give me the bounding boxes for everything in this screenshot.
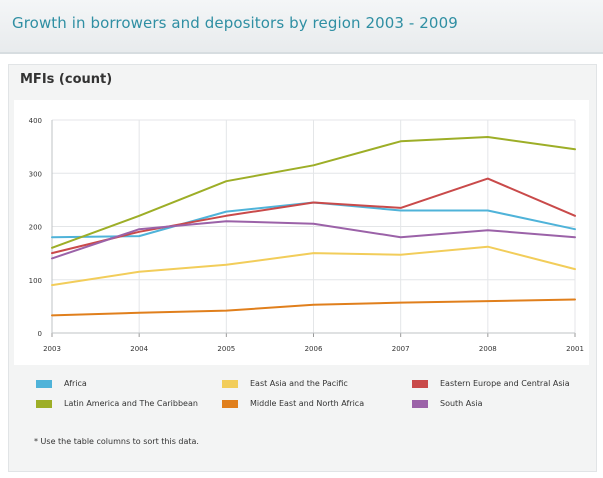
x-tick-label: 2001 xyxy=(566,345,584,353)
legend-swatch xyxy=(222,380,238,388)
x-tick-label: 2005 xyxy=(217,345,235,353)
y-tick-label: 0 xyxy=(38,330,42,338)
legend-label: East Asia and the Pacific xyxy=(250,379,348,388)
y-tick-label: 300 xyxy=(29,170,42,178)
chart-section-title: MFIs (count) xyxy=(20,72,113,87)
legend-swatch xyxy=(36,380,52,388)
header-separator xyxy=(0,54,603,62)
x-tick-label: 2003 xyxy=(43,345,61,353)
chart-background xyxy=(14,100,589,365)
x-tick-label: 2006 xyxy=(305,345,323,353)
series-line-east-asia-and-the-pacific xyxy=(51,245,576,287)
y-tick-label: 100 xyxy=(29,277,42,285)
series-line-latin-america-and-the-caribbean xyxy=(51,136,576,249)
legend-swatch xyxy=(222,400,238,408)
x-tick-label: 2007 xyxy=(392,345,410,353)
legend-label: Latin America and The Caribbean xyxy=(64,399,198,408)
legend-swatch xyxy=(412,400,428,408)
legend-label: Eastern Europe and Central Asia xyxy=(440,379,570,388)
page-header: Growth in borrowers and depositors by re… xyxy=(0,0,603,54)
x-tick-label: 2008 xyxy=(479,345,497,353)
series-line-eastern-europe-and-central-asia xyxy=(51,177,576,255)
legend-swatch xyxy=(36,400,52,408)
legend-label: Africa xyxy=(64,379,87,388)
legend-label: Middle East and North Africa xyxy=(250,399,365,408)
series-line-middle-east-and-north-africa xyxy=(51,298,576,317)
page-title: Growth in borrowers and depositors by re… xyxy=(12,14,458,32)
legend-label: South Asia xyxy=(440,399,483,408)
legend-swatch xyxy=(412,380,428,388)
x-tick-label: 2004 xyxy=(130,345,148,353)
chart-legend: Africa East Asia and the Pacific Eastern E… xyxy=(36,378,596,418)
y-tick-label: 400 xyxy=(29,117,42,125)
series-line-south-asia xyxy=(51,220,576,260)
footnote: * Use the table columns to sort this dat… xyxy=(34,437,199,446)
y-tick-label: 200 xyxy=(29,224,42,232)
